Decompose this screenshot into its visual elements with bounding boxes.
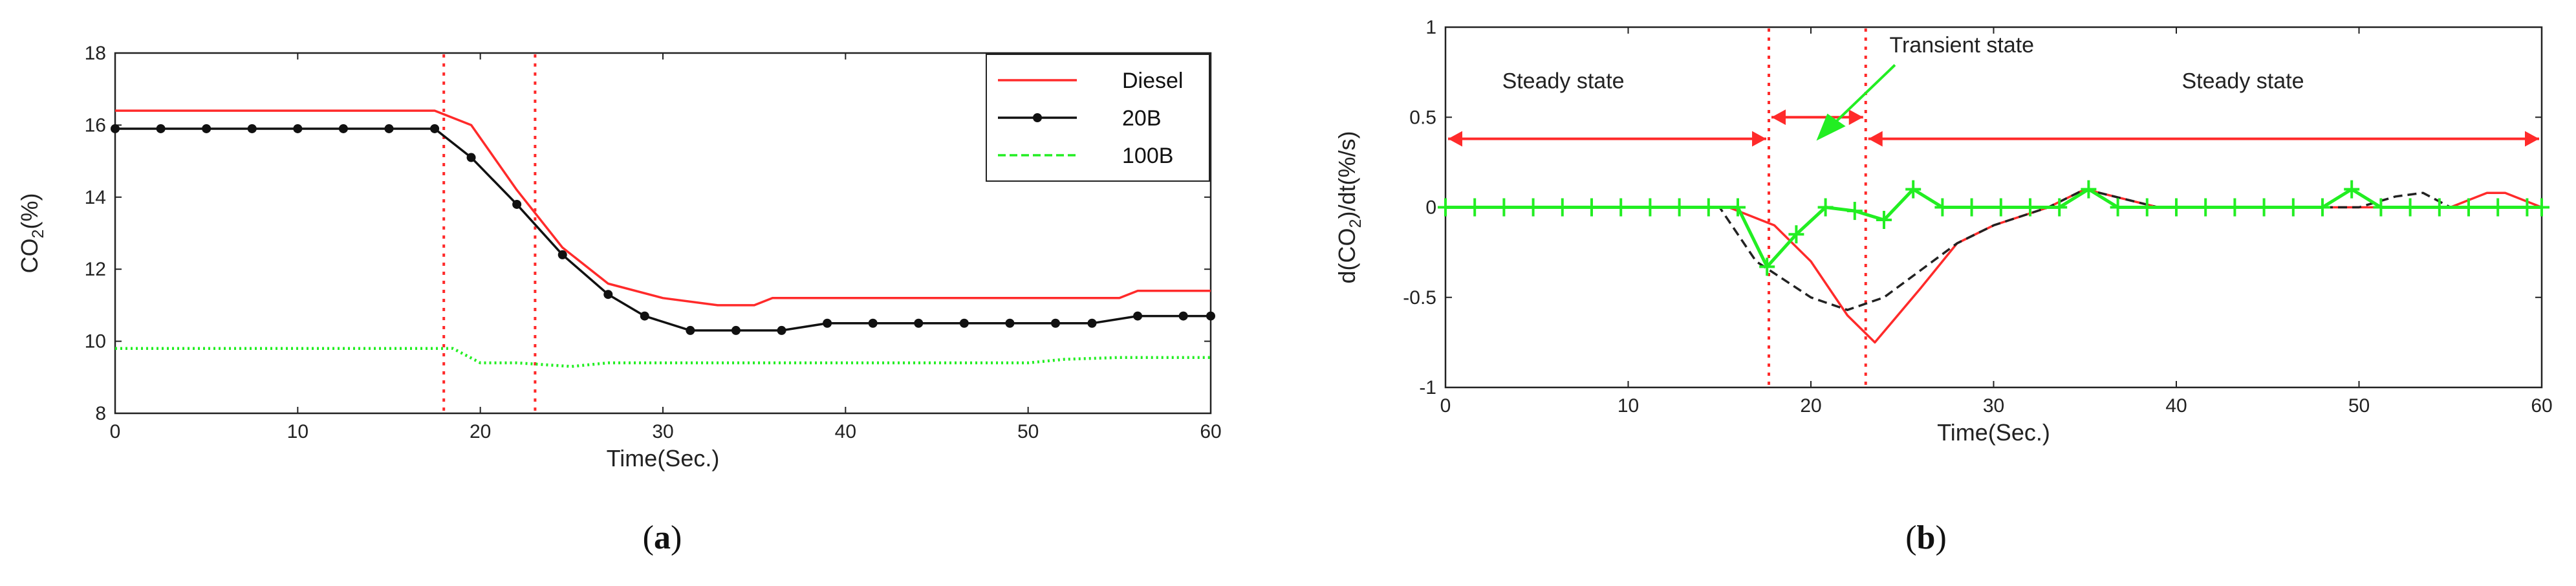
x-tick-label: 30 bbox=[1983, 395, 2004, 417]
y-axis-label-prefix: CO bbox=[16, 238, 43, 273]
arrow-head bbox=[2525, 131, 2539, 147]
data-point bbox=[512, 199, 522, 209]
y-axis-label: d(CO2)/dt(%/s) bbox=[1334, 131, 1365, 284]
y-tick-label: 0 bbox=[1425, 197, 1436, 219]
caption-close-paren: ) bbox=[671, 519, 682, 556]
y-tick-label: 16 bbox=[85, 114, 106, 136]
data-point bbox=[1178, 311, 1188, 321]
arrow-head bbox=[1816, 113, 1846, 141]
x-tick-label: 30 bbox=[652, 421, 673, 442]
annotation-transient-state: Transient state bbox=[1889, 33, 2034, 58]
panel-caption: (b) bbox=[1905, 519, 1947, 556]
x-axis-label: Time(Sec.) bbox=[607, 445, 720, 472]
data-point bbox=[603, 290, 613, 299]
data-point bbox=[466, 153, 476, 162]
annotation-steady-state-right: Steady state bbox=[2181, 69, 2304, 94]
x-tick-label: 50 bbox=[1017, 421, 1039, 442]
data-point bbox=[959, 318, 969, 328]
data-point bbox=[202, 124, 211, 133]
x-tick-label: 10 bbox=[287, 421, 308, 442]
arrow-head bbox=[1448, 131, 1462, 147]
data-point bbox=[823, 318, 832, 328]
x-tick-label: 50 bbox=[2348, 395, 2370, 417]
caption-letter: a bbox=[654, 519, 671, 556]
data-point bbox=[1005, 318, 1015, 328]
legend-marker bbox=[1033, 113, 1042, 122]
data-point bbox=[640, 311, 649, 321]
data-point bbox=[1051, 318, 1061, 328]
legend-label: Diesel bbox=[1122, 69, 1183, 93]
y-axis-label-subscript: 2 bbox=[1347, 219, 1365, 228]
chart-panel-a: 0 10 20 30 40 50 60 8 10 12 14 16 18 Time(Sec.) CO2(%)… bbox=[16, 43, 1222, 556]
data-point bbox=[384, 124, 394, 133]
y-tick-label: -0.5 bbox=[1403, 287, 1436, 309]
arrow-head bbox=[1848, 109, 1863, 125]
y-tick-label: -1 bbox=[1419, 377, 1436, 398]
data-point bbox=[914, 318, 924, 328]
y-tick-label: 12 bbox=[85, 259, 106, 280]
x-tick-label: 60 bbox=[1200, 421, 1221, 442]
data-point bbox=[557, 250, 567, 259]
x-axis-label: Time(Sec.) bbox=[1937, 419, 2050, 446]
x-tick-label: 20 bbox=[470, 421, 491, 442]
y-axis-label: CO2(%) bbox=[16, 193, 47, 274]
data-point bbox=[868, 318, 878, 328]
y-axis-label-prefix: d(CO bbox=[1334, 228, 1360, 283]
data-point bbox=[731, 325, 741, 335]
data-point bbox=[293, 124, 303, 133]
y-axis-label-subscript: 2 bbox=[29, 230, 47, 239]
y-tick-label: 8 bbox=[95, 403, 106, 424]
series-line-20b bbox=[115, 127, 1211, 332]
x-tick-label: 20 bbox=[1800, 395, 1821, 417]
data-point bbox=[686, 325, 695, 335]
caption-close-paren: ) bbox=[1935, 519, 1946, 556]
caption-open-paren: ( bbox=[643, 519, 654, 556]
y-axis-label-suffix: )/dt(%/s) bbox=[1334, 131, 1360, 219]
data-point bbox=[777, 325, 786, 335]
data-point bbox=[430, 124, 440, 133]
y-tick-label: 10 bbox=[85, 331, 106, 353]
data-point bbox=[111, 124, 120, 133]
arrow-head bbox=[1752, 131, 1767, 147]
legend-label: 100B bbox=[1122, 144, 1173, 168]
arrow-head bbox=[1771, 109, 1786, 125]
x-tick-label: 0 bbox=[1440, 395, 1451, 417]
arrow-head bbox=[1868, 131, 1883, 147]
chart-panel-b: 0 10 20 30 40 50 60 -1 -0.5 0 0.5 1 Time(Sec.) d(CO2)… bbox=[1334, 17, 2553, 556]
data-point bbox=[156, 124, 166, 133]
data-point bbox=[247, 124, 257, 133]
panel-caption: (a) bbox=[643, 519, 682, 556]
x-tick-label: 60 bbox=[2531, 395, 2552, 417]
caption-open-paren: ( bbox=[1905, 519, 1916, 556]
x-tick-label: 0 bbox=[110, 421, 121, 442]
y-tick-label: 1 bbox=[1425, 17, 1436, 38]
x-tick-label: 40 bbox=[835, 421, 856, 442]
series-line-diesel bbox=[115, 109, 1211, 307]
annotation-steady-state-left: Steady state bbox=[1502, 69, 1625, 94]
data-point bbox=[1133, 311, 1143, 321]
data-point bbox=[1206, 311, 1215, 321]
y-tick-label: 14 bbox=[85, 187, 106, 208]
legend-label: 20B bbox=[1122, 106, 1162, 131]
data-point bbox=[338, 124, 348, 133]
x-tick-label: 40 bbox=[2165, 395, 2187, 417]
x-tick-label: 10 bbox=[1618, 395, 1639, 417]
y-tick-label: 0.5 bbox=[1409, 107, 1436, 128]
y-tick-label: 18 bbox=[85, 43, 106, 64]
series-line-100b bbox=[115, 347, 1211, 368]
y-axis-label-suffix: (%) bbox=[16, 193, 43, 230]
data-point bbox=[1087, 318, 1097, 328]
caption-letter: b bbox=[1917, 519, 1936, 556]
